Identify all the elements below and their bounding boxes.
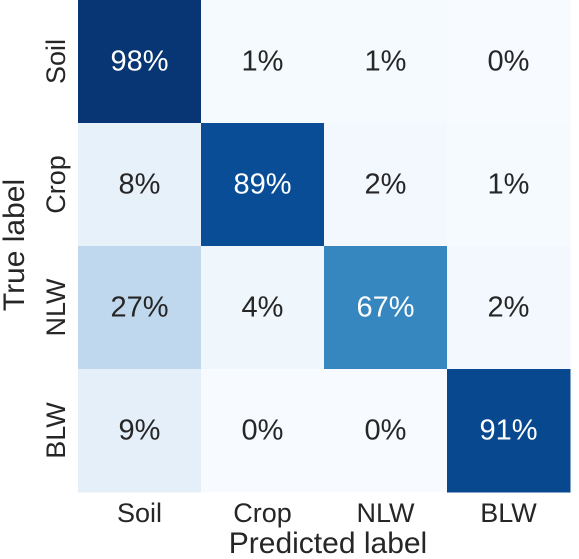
cell-label-crop-soil: 8% [119, 169, 161, 201]
cell-label-soil-soil: 98% [110, 46, 168, 78]
heatmap-cell-blw-nlw [324, 369, 448, 493]
cell-label-crop-blw: 1% [488, 169, 530, 201]
y-axis-tick-labels: Soil Crop NLW BLW [41, 39, 71, 459]
heatmap-cell-nlw-crop [201, 246, 325, 370]
heatmap-cell-crop-blw [447, 123, 571, 247]
x-tick-blw: BLW [480, 498, 537, 528]
heatmap-cell-crop-nlw [324, 123, 448, 247]
cell-label-soil-crop: 1% [242, 46, 284, 78]
cell-label-soil-nlw: 1% [365, 46, 407, 78]
heatmap-cell-soil-soil [78, 0, 202, 124]
cell-label-crop-crop: 89% [233, 169, 291, 201]
heatmap-cell-nlw-soil [78, 246, 202, 370]
heatmap-cell-nlw-nlw [324, 246, 448, 370]
y-tick-blw: BLW [41, 402, 71, 459]
cell-label-nlw-nlw: 67% [356, 292, 414, 324]
heatmap-cell-soil-nlw [324, 0, 448, 124]
heatmap-cell-blw-crop [201, 369, 325, 493]
cell-label-crop-nlw: 2% [365, 169, 407, 201]
x-tick-nlw: NLW [357, 498, 416, 528]
y-tick-crop: Crop [41, 155, 71, 214]
heatmap-cell-crop-crop [201, 123, 325, 247]
x-tick-soil: Soil [117, 498, 162, 528]
cell-label-blw-blw: 91% [479, 415, 537, 447]
y-axis-label: True label [0, 179, 31, 311]
x-axis-label: Predicted label [229, 527, 427, 559]
heatmap-cells [78, 0, 571, 493]
heatmap-cell-labels: 98% 1% 1% 0% 8% 89% 2% 1% 27% 4% 67% 2% 9% 0% 0% 91% [110, 46, 537, 447]
cell-label-blw-soil: 9% [119, 415, 161, 447]
heatmap-cell-soil-blw [447, 0, 571, 124]
heatmap-cell-crop-soil [78, 123, 202, 247]
heatmap-cell-soil-crop [201, 0, 325, 124]
cell-label-nlw-soil: 27% [110, 292, 168, 324]
cell-label-nlw-crop: 4% [242, 292, 284, 324]
cell-label-nlw-blw: 2% [488, 292, 530, 324]
y-tick-soil: Soil [41, 39, 71, 84]
cell-label-blw-crop: 0% [242, 415, 284, 447]
heatmap-cell-blw-soil [78, 369, 202, 493]
cell-label-blw-nlw: 0% [365, 415, 407, 447]
heatmap-cell-blw-blw [447, 369, 571, 493]
y-tick-nlw: NLW [41, 278, 71, 337]
x-tick-crop: Crop [233, 498, 292, 528]
cell-label-soil-blw: 0% [488, 46, 530, 78]
heatmap-cell-nlw-blw [447, 246, 571, 370]
x-axis-tick-labels: Soil Crop NLW BLW [117, 498, 537, 528]
